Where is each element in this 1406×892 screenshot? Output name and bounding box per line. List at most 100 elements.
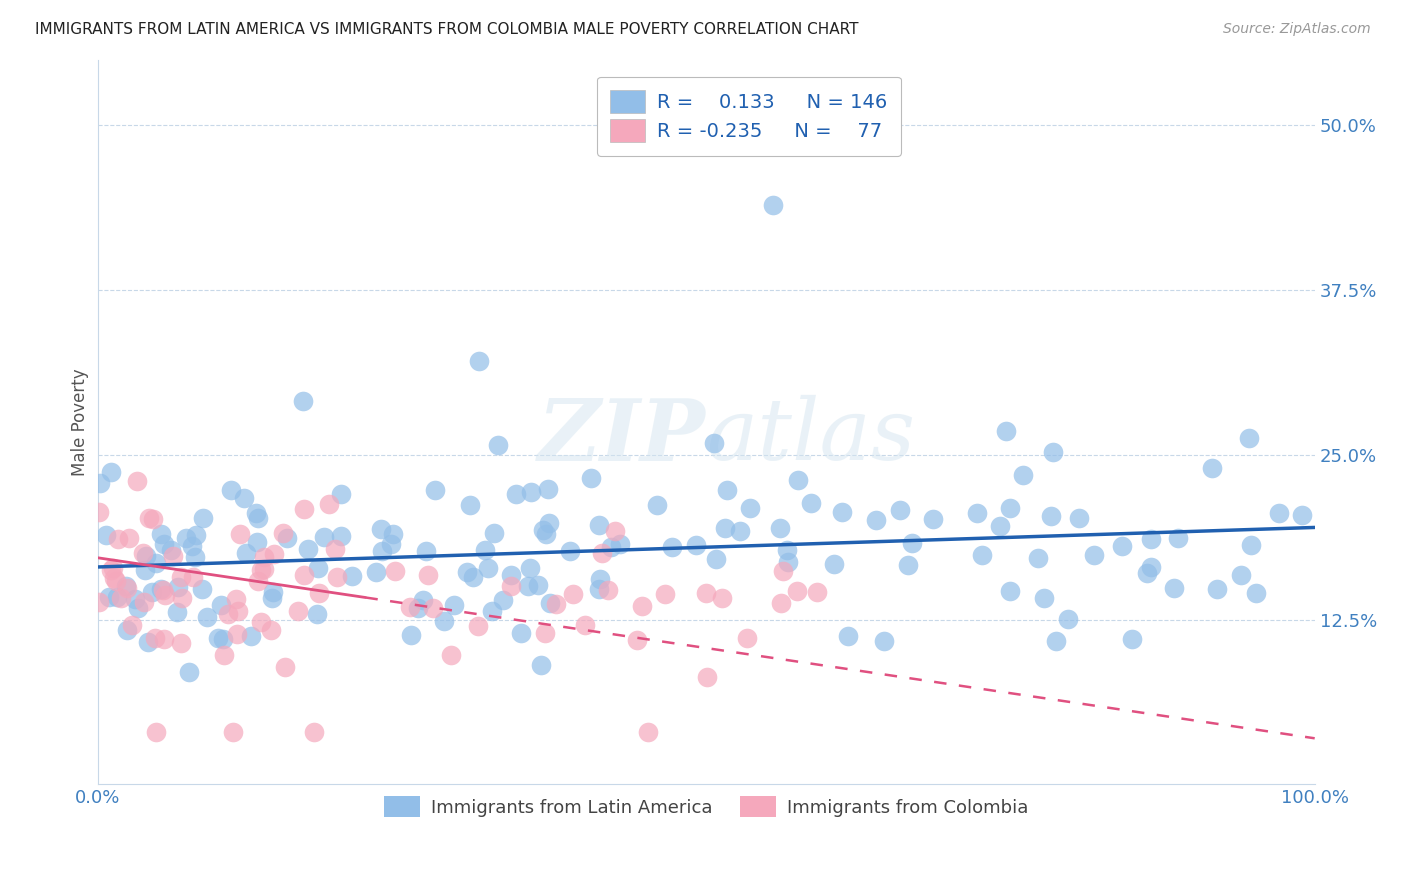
Point [776, 555, 799, 569]
Point [599, 540, 621, 554]
Legend: Immigrants from Latin America, Immigrants from Colombia: Immigrants from Latin America, Immigrant… [375, 788, 1038, 826]
Point [228, 603, 250, 617]
Point [207, 631, 229, 645]
Point [153, 588, 176, 602]
Point [330, 487, 353, 501]
Point [769, 596, 792, 610]
Point [181, 570, 204, 584]
Point [654, 587, 676, 601]
Point [183, 550, 205, 565]
Point [195, 610, 218, 624]
Point [136, 635, 159, 649]
Point [710, 591, 733, 605]
Point [1140, 559, 1163, 574]
Point [998, 501, 1021, 516]
Point [167, 580, 190, 594]
Point [252, 550, 274, 565]
Point [127, 474, 149, 488]
Point [806, 584, 828, 599]
Point [865, 513, 887, 527]
Point [425, 483, 447, 497]
Point [499, 579, 522, 593]
Point [990, 519, 1012, 533]
Point [143, 632, 166, 646]
Point [105, 590, 128, 604]
Point [152, 632, 174, 646]
Point [626, 632, 648, 647]
Point [873, 633, 896, 648]
Point [342, 569, 364, 583]
Point [222, 724, 245, 739]
Point [1201, 460, 1223, 475]
Point [145, 724, 167, 739]
Text: ZIP: ZIP [538, 395, 706, 478]
Point [831, 505, 853, 519]
Point [176, 532, 198, 546]
Point [364, 565, 387, 579]
Point [118, 531, 141, 545]
Point [456, 565, 478, 579]
Point [100, 562, 122, 576]
Point [537, 483, 560, 497]
Point [637, 724, 659, 739]
Point [263, 547, 285, 561]
Point [160, 542, 183, 557]
Point [591, 546, 613, 560]
Point [297, 542, 319, 557]
Point [115, 579, 138, 593]
Point [1291, 508, 1313, 522]
Point [166, 605, 188, 619]
Point [562, 587, 585, 601]
Text: atlas: atlas [706, 395, 915, 478]
Point [89, 505, 111, 519]
Point [482, 525, 505, 540]
Point [370, 523, 392, 537]
Point [89, 476, 111, 491]
Point [380, 537, 402, 551]
Point [246, 535, 269, 549]
Point [245, 506, 267, 520]
Point [326, 570, 349, 584]
Point [598, 583, 620, 598]
Point [250, 563, 273, 577]
Point [772, 564, 794, 578]
Point [589, 572, 612, 586]
Point [302, 724, 325, 739]
Point [260, 591, 283, 605]
Point [728, 524, 751, 538]
Point [145, 557, 167, 571]
Point [443, 598, 465, 612]
Point [463, 570, 485, 584]
Point [970, 548, 993, 562]
Point [696, 670, 718, 684]
Point [246, 510, 269, 524]
Point [1042, 445, 1064, 459]
Point [492, 593, 515, 607]
Point [1121, 632, 1143, 647]
Point [399, 628, 422, 642]
Point [1246, 586, 1268, 600]
Point [105, 574, 128, 588]
Point [685, 538, 707, 552]
Point [703, 436, 725, 450]
Point [704, 551, 727, 566]
Point [735, 631, 758, 645]
Point [235, 545, 257, 559]
Point [526, 578, 548, 592]
Point [371, 544, 394, 558]
Point [240, 629, 263, 643]
Point [149, 526, 172, 541]
Point [100, 466, 122, 480]
Point [439, 648, 461, 662]
Point [212, 632, 235, 647]
Point [740, 500, 762, 515]
Point [127, 600, 149, 615]
Point [212, 648, 235, 662]
Point [225, 591, 247, 606]
Point [900, 536, 922, 550]
Point [533, 626, 555, 640]
Point [142, 512, 165, 526]
Point [305, 607, 328, 621]
Point [538, 596, 561, 610]
Point [481, 604, 503, 618]
